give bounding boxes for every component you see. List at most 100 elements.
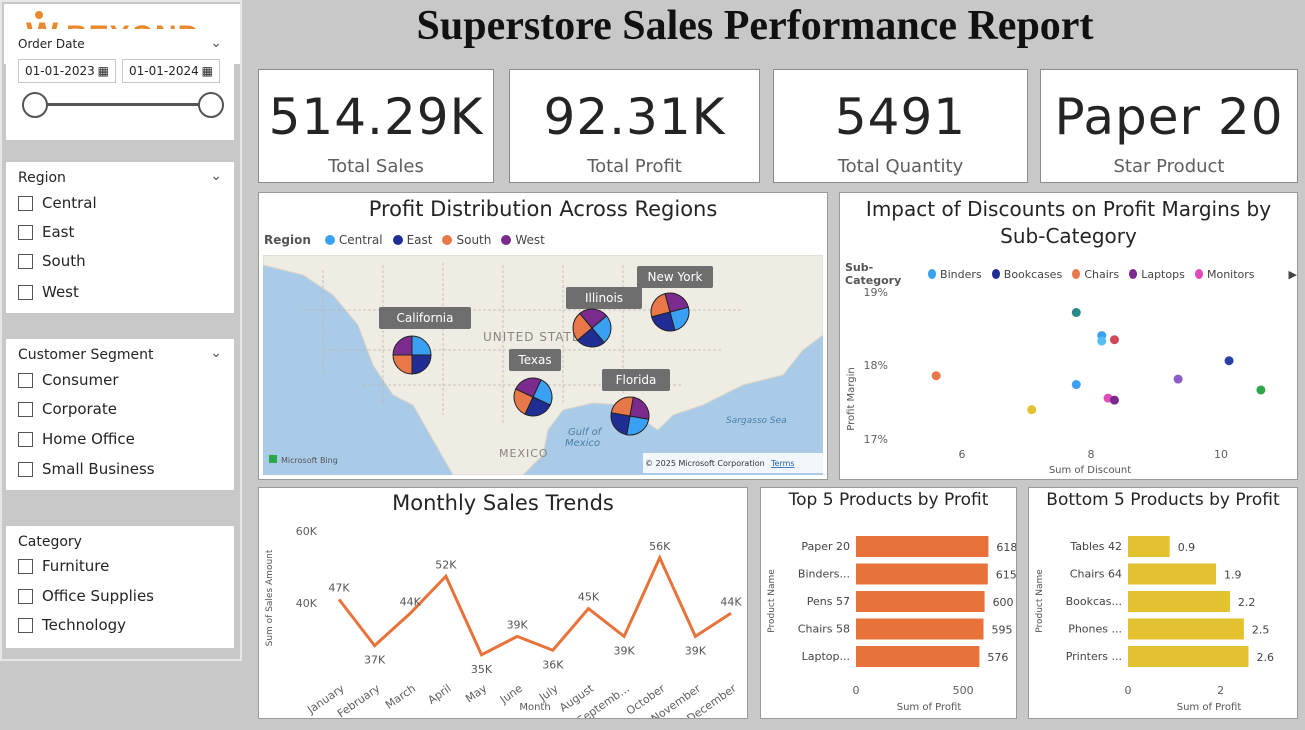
pie-slice[interactable] (651, 311, 676, 332)
scatter-point[interactable] (1071, 308, 1081, 318)
bar[interactable] (1128, 646, 1249, 667)
region-option[interactable]: Central (18, 192, 97, 214)
pie-slice[interactable] (610, 396, 634, 417)
sales-line[interactable] (337, 554, 732, 657)
chevron-down-icon[interactable]: ⌄ (210, 168, 222, 184)
checkbox[interactable] (18, 588, 33, 604)
legend-item[interactable]: East (406, 233, 433, 247)
category-option[interactable]: Furniture (18, 555, 109, 577)
scatter-point[interactable] (1097, 336, 1107, 346)
legend-item[interactable]: South (456, 233, 492, 247)
pie-slice[interactable] (576, 327, 605, 348)
segment-option[interactable]: Small Business (18, 458, 155, 480)
checkbox[interactable] (18, 558, 33, 574)
category-label: Paper 20 (801, 540, 850, 553)
option-label: Technology (42, 616, 127, 634)
pie-slice[interactable] (650, 293, 671, 318)
legend-item[interactable]: West (515, 233, 545, 247)
scatter-point[interactable] (1071, 380, 1081, 390)
line-chart[interactable]: Sum of Sales Amount Month 60K 40K 47KJan… (259, 518, 747, 718)
checkbox[interactable] (18, 284, 33, 300)
bar[interactable] (1128, 563, 1217, 585)
data-label: 39K (685, 644, 707, 657)
region-option[interactable]: East (18, 221, 74, 243)
bar[interactable] (1128, 591, 1230, 612)
segment-option[interactable]: Consumer (18, 369, 119, 391)
date-range-start-handle[interactable] (22, 92, 48, 118)
checkbox[interactable] (18, 617, 33, 633)
pie-slice[interactable] (610, 412, 631, 436)
top5-products-visual[interactable]: Top 5 Products by Profit Product Name Su… (760, 487, 1017, 719)
top5-bar-chart[interactable]: Product Name Sum of Profit Paper 20 618 Bi… (761, 516, 1016, 718)
calendar-icon[interactable]: ▦ (201, 64, 213, 78)
bar[interactable] (856, 563, 988, 585)
category-option[interactable]: Technology (18, 614, 126, 636)
date-to-input[interactable]: 01-01-2024 ▦ (122, 59, 220, 83)
pie-slice[interactable] (669, 306, 690, 331)
bar[interactable] (1128, 536, 1170, 557)
pie-slice[interactable] (664, 292, 689, 313)
legend-item[interactable]: Laptops (1141, 267, 1185, 281)
scatter-title-line1: Impact of Discounts on Profit Margins by (865, 197, 1272, 221)
chevron-down-icon[interactable]: ⌄ (210, 345, 222, 361)
checkbox[interactable] (18, 372, 33, 388)
scatter-plot[interactable]: Profit Margin Sum of Discount 19% 18% 17… (840, 279, 1297, 479)
legend-item[interactable]: Bookcases (1003, 267, 1063, 281)
pie-slice[interactable] (629, 396, 650, 420)
checkbox[interactable] (18, 195, 33, 211)
pie-slice[interactable] (392, 354, 413, 375)
scatter-point[interactable] (1173, 374, 1183, 384)
scatter-point[interactable] (1109, 395, 1119, 405)
scatter-point[interactable] (931, 371, 941, 381)
bar[interactable] (856, 536, 989, 557)
checkbox[interactable] (18, 431, 33, 447)
scatter-point[interactable] (1256, 385, 1266, 395)
legend-item[interactable]: Central (338, 233, 383, 247)
profit-map-visual[interactable]: Profit Distribution Across Regions Regio… (258, 192, 828, 480)
checkbox[interactable] (18, 224, 33, 240)
pie-slice[interactable] (392, 335, 413, 356)
region-option[interactable]: West (18, 281, 79, 303)
legend-dot (442, 235, 453, 245)
pie-slice[interactable] (572, 312, 593, 341)
region-option[interactable]: South (18, 250, 86, 272)
bar[interactable] (856, 646, 980, 667)
pie-slice[interactable] (515, 377, 542, 398)
bottom5-products-visual[interactable]: Bottom 5 Products by Profit Product Name… (1028, 487, 1298, 719)
bottom5-bar-chart[interactable]: Product Name Sum of Profit Tables 42 0.9 C… (1029, 516, 1297, 718)
pie-slice[interactable] (579, 308, 608, 329)
scatter-point[interactable] (1027, 405, 1037, 415)
pie-slice[interactable] (411, 354, 432, 375)
legend-next-arrow-icon[interactable]: ▶ (1288, 267, 1297, 281)
date-from-input[interactable]: 01-01-2023 ▦ (18, 59, 116, 83)
scatter-point[interactable] (1109, 335, 1119, 345)
category-label: Bookcas... (1066, 595, 1122, 608)
scatter-title-line2: Sub-Category (1000, 224, 1137, 248)
discount-scatter-visual[interactable]: Impact of Discounts on Profit Margins by… (839, 192, 1298, 480)
segment-option[interactable]: Home Office (18, 428, 135, 450)
pie-slice[interactable] (626, 415, 650, 436)
bar[interactable] (856, 591, 985, 612)
scatter-point[interactable] (1224, 356, 1234, 366)
bar[interactable] (856, 618, 984, 640)
checkbox[interactable] (18, 253, 33, 269)
calendar-icon[interactable]: ▦ (97, 64, 109, 78)
y-axis-label: Product Name (1035, 569, 1045, 633)
checkbox[interactable] (18, 461, 33, 477)
pie-slice[interactable] (591, 315, 612, 344)
legend-item[interactable]: Monitors (1206, 267, 1255, 281)
map-canvas[interactable]: UNITED STATES MEXICO Gulf of Mexico Sarg… (263, 255, 823, 475)
category-option[interactable]: Office Supplies (18, 585, 154, 607)
legend-item[interactable]: Binders (940, 267, 982, 281)
x-tick-label: 2 (1217, 684, 1224, 697)
bar[interactable] (1128, 618, 1244, 640)
legend-item[interactable]: Chairs (1084, 267, 1120, 281)
checkbox[interactable] (18, 401, 33, 417)
segment-option[interactable]: Corporate (18, 398, 117, 420)
pie-slice[interactable] (411, 335, 432, 356)
chevron-down-icon[interactable]: ⌄ (210, 35, 222, 51)
terms-link[interactable]: Terms (770, 459, 795, 468)
kpi-card-star-product: Paper 20 Star Product (1040, 69, 1298, 183)
date-range-end-handle[interactable] (198, 92, 224, 118)
monthly-sales-visual[interactable]: Monthly Sales Trends Sum of Sales Amount… (258, 487, 748, 719)
